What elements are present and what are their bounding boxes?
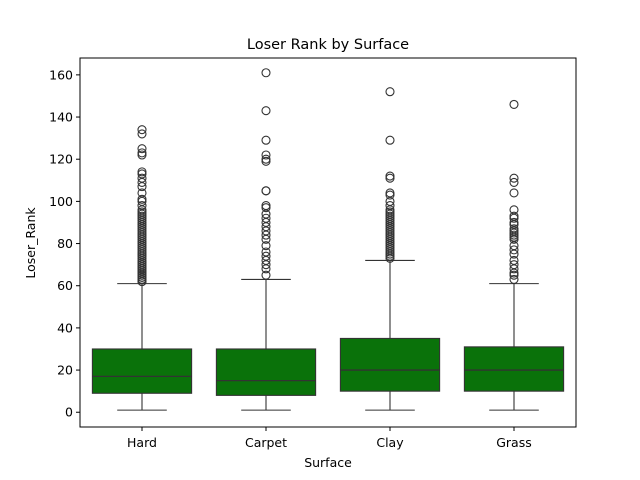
y-tick-label: 160 [49,67,73,82]
iqr-box [91,348,193,394]
x-axis-label: Surface [304,455,352,470]
outlier-point [385,188,395,198]
outlier-point [509,224,519,234]
outlier-point [509,205,519,215]
y-tick-label: 60 [57,278,73,293]
axes-frame [79,57,577,428]
outlier-point [261,135,271,145]
outlier-point [509,274,519,284]
y-tick-label: 40 [57,320,73,335]
y-tick-label: 140 [49,110,73,125]
outlier-point [509,245,519,255]
outlier-point [261,241,271,251]
outlier-point [137,129,147,139]
outlier-point [385,171,395,181]
y-tick-label: 100 [49,194,73,209]
x-tick-label: Carpet [245,435,287,450]
box-group-hard [91,125,193,411]
outlier-point [261,186,271,196]
iqr-box [339,337,441,392]
box-group-clay [339,87,441,411]
plot-area [91,68,565,411]
outlier-point [261,270,271,280]
outlier-point [261,213,271,223]
x-axis: Hard Carpet Clay Grass [127,427,532,450]
outlier-point [261,251,271,261]
outlier-point [261,68,271,78]
outlier-point [261,154,271,164]
iqr-box [215,348,317,396]
outlier-point [261,247,271,257]
outlier-point [509,217,519,228]
outlier-point [137,125,147,135]
outlier-point [137,148,147,158]
x-tick-label: Hard [127,435,157,450]
outlier-point [261,201,271,211]
y-axis: 0 20 40 60 80 100 120 140 160 [49,67,80,420]
y-axis-label: Loser_Rank [23,207,38,279]
outlier-point [385,87,395,97]
outlier-point [509,188,519,198]
x-tick-label: Grass [496,435,532,450]
y-tick-label: 80 [57,236,73,251]
x-tick-label: Clay [376,435,404,450]
outlier-point [137,194,147,204]
y-tick-label: 20 [57,363,73,378]
outlier-point [509,211,519,221]
outlier-point [137,188,147,198]
iqr-box [463,346,565,392]
box-group-grass [463,99,565,411]
outlier-point [509,173,519,183]
box-group-carpet [215,68,317,411]
outlier-point [509,260,519,270]
outlier-point [385,201,395,211]
outlier-point [509,177,519,187]
y-tick-label: 0 [65,405,73,420]
chart-title: Loser Rank by Surface [247,37,409,53]
outlier-point [137,144,147,154]
outlier-point [137,167,147,177]
outlier-point [261,106,271,116]
outlier-point [509,99,519,109]
outlier-point [261,150,271,160]
outlier-point [509,255,519,265]
y-tick-label: 120 [49,152,73,167]
outlier-point [137,201,147,211]
outlier-point [385,135,395,145]
outlier-point [137,173,147,183]
